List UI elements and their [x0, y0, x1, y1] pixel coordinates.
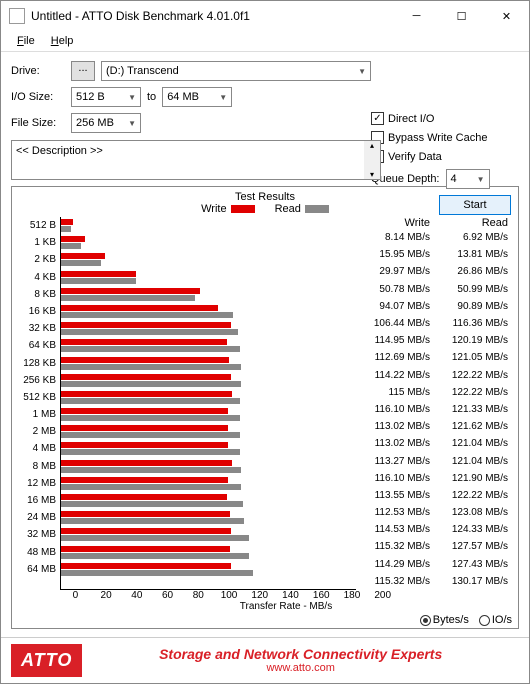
bypass-checkbox[interactable]: Bypass Write Cache [371, 131, 511, 144]
titlebar[interactable]: Untitled - ATTO Disk Benchmark 4.01.0f1 … [1, 1, 529, 31]
description-box[interactable]: << Description >> ▴▾ [11, 140, 381, 180]
iosize-label: I/O Size: [11, 91, 71, 103]
results-panel: Test Results Write Read 512 B1 KB2 KB4 K… [11, 186, 519, 629]
app-icon [9, 8, 25, 24]
queuedepth-select[interactable]: 4▼ [446, 169, 490, 189]
io-from-select[interactable]: 512 B▼ [71, 87, 141, 107]
maximize-button[interactable]: ☐ [439, 1, 484, 31]
chart-x-label: Transfer Rate - MB/s [60, 601, 512, 612]
drive-select[interactable]: (D:) Transcend▼ [101, 61, 371, 81]
data-table: WriteRead 8.14 MB/s6.92 MB/s15.95 MB/s13… [356, 217, 512, 590]
bytes-radio[interactable]: Bytes/s [420, 614, 469, 626]
io-to-select[interactable]: 64 MB▼ [162, 87, 232, 107]
io-radio[interactable]: IO/s [479, 614, 512, 626]
footer-url[interactable]: www.atto.com [82, 662, 519, 674]
filesize-label: File Size: [11, 117, 71, 129]
menu-file[interactable]: File [9, 33, 43, 49]
atto-logo: ATTO [11, 644, 82, 677]
chart-y-labels: 512 B1 KB2 KB4 KB8 KB16 KB32 KB64 KB128 … [18, 217, 60, 590]
to-label: to [147, 91, 156, 103]
description-scrollbar[interactable]: ▴▾ [364, 141, 380, 179]
filesize-select[interactable]: 256 MB▼ [71, 113, 141, 133]
chart-x-axis: 020406080100120140160180200 [60, 590, 398, 601]
minimize-button[interactable]: ─ [394, 1, 439, 31]
footer-tagline: Storage and Network Connectivity Experts [82, 646, 519, 662]
window-title: Untitled - ATTO Disk Benchmark 4.01.0f1 [31, 9, 394, 23]
app-window: Untitled - ATTO Disk Benchmark 4.01.0f1 … [0, 0, 530, 684]
close-button[interactable]: ✕ [484, 1, 529, 31]
start-button[interactable]: Start [439, 195, 511, 215]
queuedepth-label: Queue Depth: [371, 173, 440, 185]
verify-checkbox[interactable]: Verify Data [371, 150, 511, 163]
direct-io-checkbox[interactable]: ✓Direct I/O [371, 112, 511, 125]
footer: ATTO Storage and Network Connectivity Ex… [1, 637, 529, 683]
chart-bars [60, 217, 356, 590]
browse-button[interactable]: ... [71, 61, 95, 81]
menubar: File Help [1, 31, 529, 52]
menu-help[interactable]: Help [43, 33, 82, 49]
drive-label: Drive: [11, 65, 71, 77]
